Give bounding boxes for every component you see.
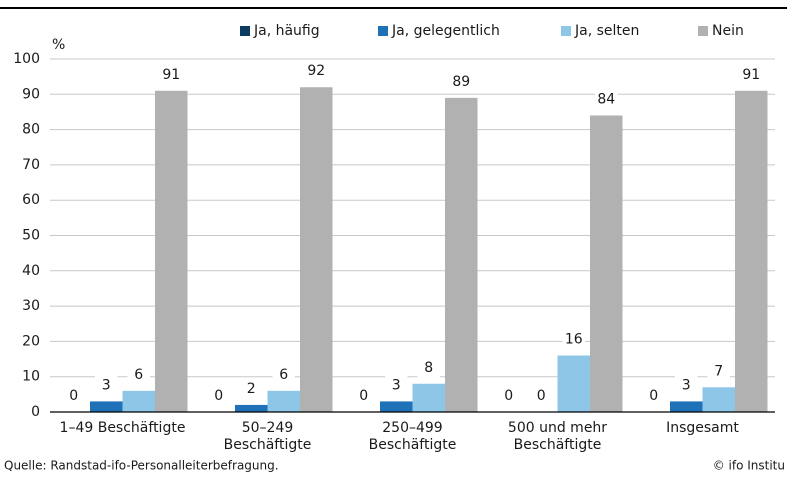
label-bg — [305, 61, 328, 82]
legend-label: Ja, gelegentlich — [391, 23, 500, 39]
label-bg — [450, 71, 473, 92]
value-label: 0 — [214, 388, 223, 404]
x-tick-label: 50–249 — [242, 420, 294, 436]
value-label: 0 — [359, 388, 368, 404]
value-label: 3 — [682, 377, 691, 393]
y-tick-label: 100 — [13, 51, 40, 67]
bar — [670, 401, 703, 412]
bar — [412, 383, 445, 412]
y-tick-label: 10 — [22, 369, 40, 385]
value-label: 91 — [162, 67, 180, 83]
label-bg — [240, 378, 263, 399]
label-bg — [497, 386, 520, 406]
label-bg — [352, 386, 375, 406]
bar — [267, 390, 300, 412]
value-label: 3 — [102, 377, 111, 393]
y-tick-label: 90 — [22, 86, 40, 102]
x-tick-label: Beschäftigte — [224, 437, 312, 453]
value-label: 0 — [537, 388, 546, 404]
y-tick-label: 0 — [31, 404, 40, 420]
x-tick-label: Beschäftigte — [369, 437, 457, 453]
legend-label: Ja, selten — [574, 23, 639, 39]
label-bg — [127, 364, 150, 385]
label-bg — [530, 386, 553, 406]
label-bg — [95, 375, 118, 396]
value-label: 91 — [742, 67, 760, 83]
value-label: 3 — [392, 377, 401, 393]
value-label: 7 — [714, 363, 723, 379]
x-tick-label: Insgesamt — [666, 420, 739, 436]
value-label: 16 — [565, 332, 583, 348]
legend-swatch — [698, 26, 708, 36]
bar — [445, 97, 478, 412]
x-tick-label: 250–499 — [382, 420, 442, 436]
label-bg — [707, 361, 730, 382]
bar — [300, 87, 333, 413]
y-tick-label: 20 — [22, 333, 40, 349]
label-bg — [740, 64, 763, 85]
legend-swatch — [561, 26, 571, 36]
label-bg — [562, 329, 585, 350]
value-label: 8 — [424, 360, 433, 376]
label-bg — [417, 357, 440, 378]
y-tick-label: 40 — [22, 263, 40, 279]
label-bg — [642, 386, 665, 406]
value-label: 0 — [649, 388, 658, 404]
value-label: 92 — [307, 63, 325, 79]
unit-label: % — [52, 37, 65, 53]
x-tick-label: 1–49 Beschäftigte — [60, 420, 186, 436]
legend-swatch — [378, 26, 388, 36]
label-bg — [272, 364, 295, 385]
y-tick-label: 70 — [22, 157, 40, 173]
label-bg — [160, 64, 183, 85]
label-bg — [62, 386, 85, 406]
bar — [155, 90, 188, 413]
bar — [380, 401, 413, 412]
y-tick-label: 60 — [22, 192, 40, 208]
x-tick-label: Beschäftigte — [514, 437, 602, 453]
bar — [702, 387, 735, 412]
label-bg — [207, 386, 230, 406]
y-tick-label: 30 — [22, 298, 40, 314]
value-label: 6 — [134, 367, 143, 383]
bar — [590, 115, 623, 412]
value-label: 89 — [452, 74, 470, 90]
label-bg — [675, 375, 698, 396]
value-label: 2 — [247, 381, 256, 397]
credit: © ifo Institu — [713, 459, 785, 473]
bar — [235, 404, 268, 412]
y-tick-label: 80 — [22, 122, 40, 138]
y-tick-label: 50 — [22, 228, 40, 244]
bar — [122, 390, 155, 412]
legend-label: Nein — [712, 23, 744, 39]
value-label: 6 — [279, 367, 288, 383]
bar — [735, 90, 768, 413]
label-bg — [385, 375, 408, 396]
label-bg — [595, 89, 618, 110]
value-label: 84 — [597, 91, 615, 107]
value-label: 0 — [69, 388, 78, 404]
bar — [90, 401, 123, 412]
x-tick-label: 500 und mehr — [508, 420, 607, 436]
source: Quelle: Randstad-ifo-Personalleiterbefra… — [4, 459, 279, 473]
legend-label: Ja, häufig — [253, 23, 320, 39]
bar — [557, 355, 590, 412]
legend-swatch — [240, 26, 250, 36]
value-label: 0 — [504, 388, 513, 404]
